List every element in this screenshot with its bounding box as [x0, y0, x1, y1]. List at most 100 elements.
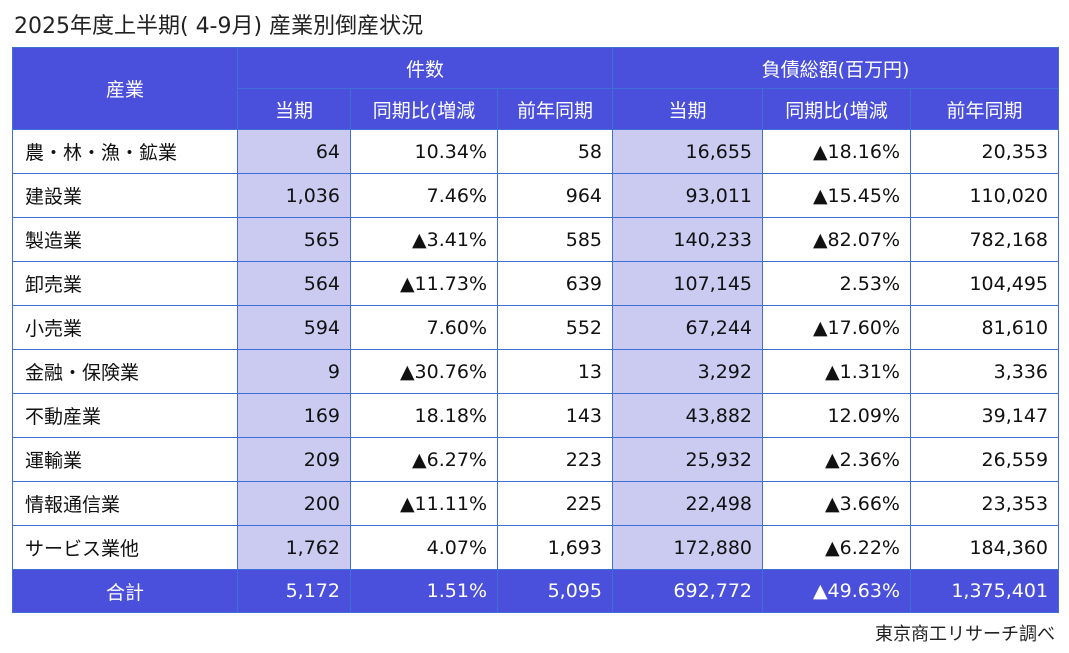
value-cell: 7.46%	[350, 173, 498, 218]
value-cell: ▲2.36%	[762, 437, 911, 482]
table-row: 小売業 594 7.60% 552 67,244 ▲17.60% 81,610	[12, 305, 1060, 350]
value-cell: 10.34%	[350, 129, 498, 174]
value-cell: ▲30.76%	[350, 349, 498, 394]
value-cell: 18.18%	[350, 393, 498, 438]
value-cell: 143	[497, 393, 613, 438]
total-cell: 1,375,401	[909, 569, 1060, 613]
value-cell: 7.60%	[350, 305, 498, 350]
value-cell: 20,353	[909, 129, 1060, 174]
value-cell: 1,762	[237, 525, 351, 570]
value-cell: 104,495	[909, 261, 1060, 306]
total-cell: 5,095	[497, 569, 613, 613]
value-cell: 23,353	[909, 481, 1060, 526]
total-cell: 692,772	[612, 569, 763, 613]
subheader-0: 当期	[237, 88, 351, 130]
industry-cell: 小売業	[12, 305, 238, 350]
value-cell: ▲15.45%	[762, 173, 911, 218]
value-cell: 552	[497, 305, 613, 350]
table-row: 建設業 1,036 7.46% 964 93,011 ▲15.45% 110,020	[12, 173, 1060, 218]
subheader-5: 前年同期	[909, 88, 1060, 130]
value-cell: 964	[497, 173, 613, 218]
value-cell: ▲6.27%	[350, 437, 498, 482]
value-cell: 58	[497, 129, 613, 174]
table-row: 金融・保険業 9 ▲30.76% 13 3,292 ▲1.31% 3,336	[12, 349, 1060, 394]
value-cell: ▲11.73%	[350, 261, 498, 306]
value-cell: 39,147	[909, 393, 1060, 438]
value-cell: 107,145	[612, 261, 763, 306]
total-label: 合計	[12, 569, 238, 613]
value-cell: 594	[237, 305, 351, 350]
value-cell: 172,880	[612, 525, 763, 570]
table-row: 情報通信業 200 ▲11.11% 225 22,498 ▲3.66% 23,353	[12, 481, 1060, 526]
table-row: サービス業他 1,762 4.07% 1,693 172,880 ▲6.22% 184,36…	[12, 525, 1060, 570]
table-row: 製造業 565 ▲3.41% 585 140,233 ▲82.07% 782,168	[12, 217, 1060, 262]
value-cell: 184,360	[909, 525, 1060, 570]
value-cell: 110,020	[909, 173, 1060, 218]
value-cell: 1,036	[237, 173, 351, 218]
value-cell: 64	[237, 129, 351, 174]
value-cell: 225	[497, 481, 613, 526]
value-cell: 200	[237, 481, 351, 526]
value-cell: 43,882	[612, 393, 763, 438]
value-cell: 25,932	[612, 437, 763, 482]
value-cell: 3,336	[909, 349, 1060, 394]
source-credit: 東京商工リサーチ調べ	[875, 624, 1055, 645]
header-count-group: 件数	[237, 47, 613, 89]
value-cell: 13	[497, 349, 613, 394]
value-cell: ▲82.07%	[762, 217, 911, 262]
industry-cell: 金融・保険業	[12, 349, 238, 394]
value-cell: 1,693	[497, 525, 613, 570]
header-debt-group: 負債総額(百万円)	[611, 47, 1060, 89]
value-cell: 16,655	[612, 129, 763, 174]
total-cell: 1.51%	[350, 569, 498, 613]
industry-cell: 運輸業	[12, 437, 238, 482]
total-row: 合計 5,172 1.51% 5,095 692,772 ▲49.63% 1,375,401	[12, 569, 1060, 613]
value-cell: 564	[237, 261, 351, 306]
value-cell: 140,233	[612, 217, 763, 262]
value-cell: 565	[237, 217, 351, 262]
value-cell: ▲3.41%	[350, 217, 498, 262]
value-cell: ▲17.60%	[762, 305, 911, 350]
table-row: 卸売業 564 ▲11.73% 639 107,145 2.53% 104,495	[12, 261, 1060, 306]
industry-cell: 製造業	[12, 217, 238, 262]
industry-cell: 情報通信業	[12, 481, 238, 526]
value-cell: 22,498	[612, 481, 763, 526]
value-cell: 782,168	[909, 217, 1060, 262]
industry-cell: 農・林・漁・鉱業	[12, 129, 238, 174]
table-title: 2025年度上半期( 4-9月) 産業別倒産状況	[14, 14, 424, 39]
value-cell: ▲18.16%	[762, 129, 911, 174]
value-cell: 639	[497, 261, 613, 306]
table-row: 農・林・漁・鉱業 64 10.34% 58 16,655 ▲18.16% 20,353	[12, 129, 1060, 174]
value-cell: 209	[237, 437, 351, 482]
value-cell: ▲6.22%	[762, 525, 911, 570]
industry-cell: サービス業他	[12, 525, 238, 570]
value-cell: ▲1.31%	[762, 349, 911, 394]
value-cell: 169	[237, 393, 351, 438]
value-cell: 93,011	[612, 173, 763, 218]
table-row: 運輸業 209 ▲6.27% 223 25,932 ▲2.36% 26,559	[12, 437, 1060, 482]
value-cell: 9	[237, 349, 351, 394]
bankruptcy-table: 産業 件数 負債総額(百万円) 当期 同期比(増減 前年同期 当期 同期比(増減 前年同期…	[12, 47, 1060, 613]
total-cell: 5,172	[237, 569, 351, 613]
value-cell: 2.53%	[762, 261, 911, 306]
value-cell: 3,292	[612, 349, 763, 394]
value-cell: 4.07%	[350, 525, 498, 570]
subheader-4: 同期比(増減	[762, 88, 911, 130]
value-cell: 26,559	[909, 437, 1060, 482]
industry-cell: 不動産業	[12, 393, 238, 438]
industry-cell: 卸売業	[12, 261, 238, 306]
value-cell: 223	[497, 437, 613, 482]
value-cell: 12.09%	[762, 393, 911, 438]
value-cell: 585	[497, 217, 613, 262]
header-industry: 産業	[12, 47, 238, 130]
subheader-1: 同期比(増減	[350, 88, 498, 130]
industry-cell: 建設業	[12, 173, 238, 218]
value-cell: 67,244	[612, 305, 763, 350]
value-cell: ▲3.66%	[762, 481, 911, 526]
table-row: 不動産業 169 18.18% 143 43,882 12.09% 39,147	[12, 393, 1060, 438]
subheader-3: 当期	[612, 88, 763, 130]
value-cell: 81,610	[909, 305, 1060, 350]
total-cell: ▲49.63%	[762, 569, 911, 613]
value-cell: ▲11.11%	[350, 481, 498, 526]
subheader-2: 前年同期	[497, 88, 613, 130]
